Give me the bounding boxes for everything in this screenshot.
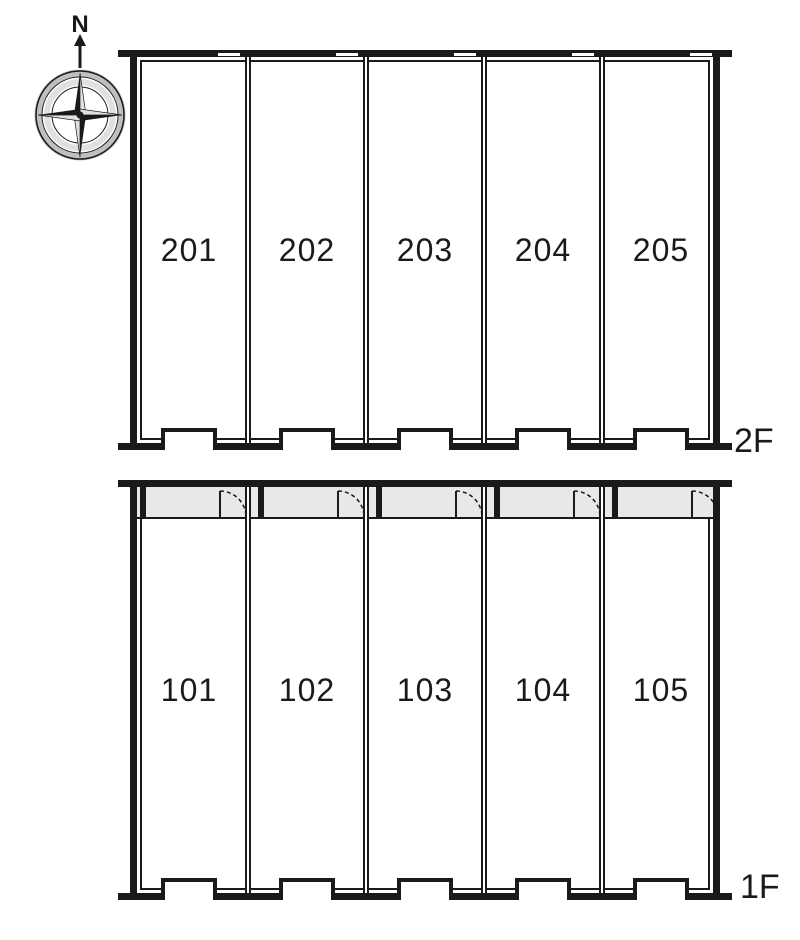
top-tick [690,53,712,56]
top-tick [336,53,358,56]
unit-label: 102 [279,672,335,709]
unit-label: 204 [515,232,571,269]
unit-cell: 205 [602,50,720,450]
unit-cell: 201 [130,50,248,450]
door-swing-icon [190,487,250,527]
unit-label: 105 [633,672,689,709]
bottom-opening [633,878,689,900]
unit-cell: 105 [602,480,720,900]
unit-cell: 101 [130,480,248,900]
bottom-opening [397,428,453,450]
unit-label: 103 [397,672,453,709]
compass-north-label: N [71,11,88,38]
door-swing-icon [426,487,486,527]
unit-label: 201 [161,232,217,269]
unit-label: 205 [633,232,689,269]
unit-cell: 104 [484,480,602,900]
unit-cell: 203 [366,50,484,450]
bottom-opening [279,428,335,450]
bottom-opening [397,878,453,900]
floor-label: 1F [740,868,780,907]
bottom-opening [515,428,571,450]
floor-2F: 201 202 203 204 205 [130,50,720,450]
unit-cell: 102 [248,480,366,900]
top-tick [572,53,594,56]
door-swing-icon [308,487,368,527]
floor-1F: 101 102 103 104 105 [130,480,720,900]
door-swing-icon [544,487,604,527]
wall-wing [718,440,732,450]
door-post [612,487,618,519]
unit-cell: 202 [248,50,366,450]
unit-label: 101 [161,672,217,709]
top-tick [218,53,240,56]
bottom-opening [161,428,217,450]
unit-cell: 103 [366,480,484,900]
bottom-opening [515,878,571,900]
floor-label: 2F [734,422,774,461]
door-post [258,487,264,519]
door-swing-icon [662,487,722,527]
top-tick [454,53,476,56]
floorplan-canvas: N 2012022032042052 [0,0,800,940]
wall-wing [718,50,732,60]
door-post [494,487,500,519]
unit-cell: 204 [484,50,602,450]
door-post [140,487,146,519]
bottom-opening [633,428,689,450]
unit-label: 104 [515,672,571,709]
bottom-opening [161,878,217,900]
door-post [376,487,382,519]
unit-label: 202 [279,232,335,269]
unit-label: 203 [397,232,453,269]
bottom-opening [279,878,335,900]
wall-wing [718,890,732,900]
compass-icon: N [30,10,130,170]
